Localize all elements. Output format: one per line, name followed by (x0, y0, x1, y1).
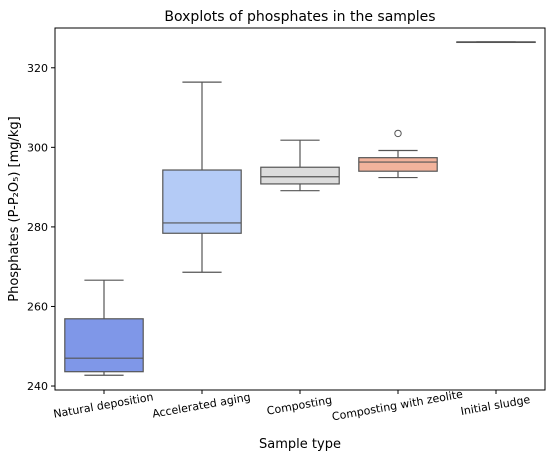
box-initial-sludge (456, 41, 536, 44)
y-axis-label: Phosphates (P-P₂O₅) [mg/kg] (7, 116, 22, 302)
box-iqr (260, 166, 340, 185)
x-axis-label: Sample type (259, 437, 341, 452)
box-composting (260, 139, 340, 192)
y-axis-ticks: 240 260 280 300 320 (27, 62, 55, 393)
x-tick-label: Composting (266, 393, 333, 417)
x-tick-label: Accelerated aging (151, 391, 251, 421)
y-tick-label: 260 (27, 300, 48, 313)
y-tick-label: 280 (27, 221, 48, 234)
y-tick-label: 240 (27, 380, 48, 393)
outlier-point (394, 129, 402, 138)
box-composting-with-zeolite (358, 129, 438, 179)
x-tick-label: Natural deposition (52, 390, 154, 420)
box-iqr (162, 169, 242, 234)
box-iqr (64, 318, 144, 373)
x-tick-label: Initial sludge (460, 393, 532, 418)
box-natural-deposition (64, 279, 144, 376)
y-tick-label: 300 (27, 141, 48, 154)
y-tick-label: 320 (27, 62, 48, 75)
box-accelerated-aging (162, 81, 242, 273)
boxplots (64, 41, 536, 376)
chart-title: Boxplots of phosphates in the samples (164, 9, 435, 25)
box-iqr (358, 157, 438, 172)
